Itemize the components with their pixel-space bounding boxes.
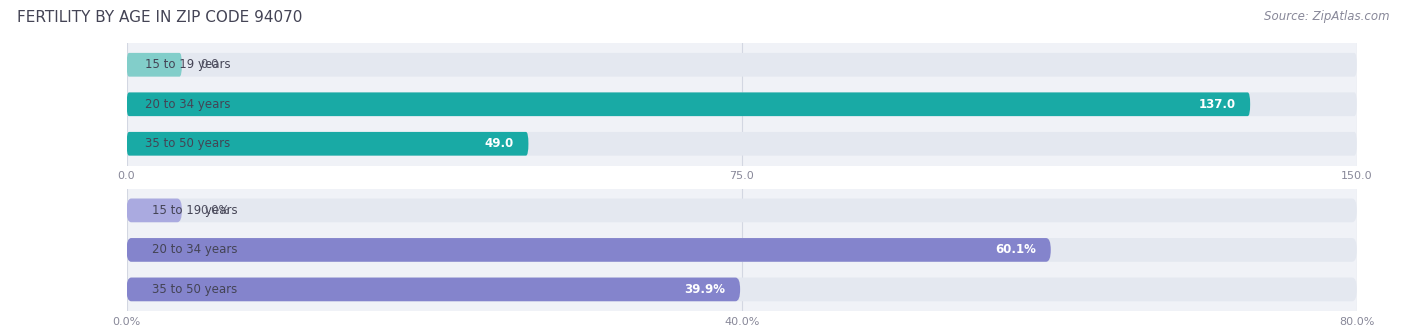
Text: 39.9%: 39.9% (685, 283, 725, 296)
Text: 35 to 50 years: 35 to 50 years (145, 137, 229, 150)
Text: 35 to 50 years: 35 to 50 years (152, 283, 238, 296)
FancyBboxPatch shape (127, 132, 529, 156)
FancyBboxPatch shape (127, 278, 1357, 301)
Text: 0.0%: 0.0% (200, 204, 231, 217)
FancyBboxPatch shape (127, 199, 181, 222)
FancyBboxPatch shape (127, 238, 1050, 262)
Text: 20 to 34 years: 20 to 34 years (145, 98, 231, 111)
Text: 0.0: 0.0 (201, 58, 219, 71)
FancyBboxPatch shape (127, 92, 1357, 116)
Text: 49.0: 49.0 (485, 137, 513, 150)
FancyBboxPatch shape (127, 199, 1357, 222)
FancyBboxPatch shape (127, 53, 1357, 76)
FancyBboxPatch shape (127, 278, 740, 301)
Text: Source: ZipAtlas.com: Source: ZipAtlas.com (1264, 10, 1389, 23)
FancyBboxPatch shape (127, 132, 1357, 156)
Text: 15 to 19 years: 15 to 19 years (145, 58, 231, 71)
Text: 60.1%: 60.1% (995, 243, 1036, 257)
Text: 20 to 34 years: 20 to 34 years (152, 243, 238, 257)
Text: FERTILITY BY AGE IN ZIP CODE 94070: FERTILITY BY AGE IN ZIP CODE 94070 (17, 10, 302, 25)
FancyBboxPatch shape (127, 53, 181, 76)
FancyBboxPatch shape (127, 92, 1250, 116)
Text: 137.0: 137.0 (1198, 98, 1236, 111)
Text: 15 to 19 years: 15 to 19 years (152, 204, 238, 217)
FancyBboxPatch shape (127, 238, 1357, 262)
